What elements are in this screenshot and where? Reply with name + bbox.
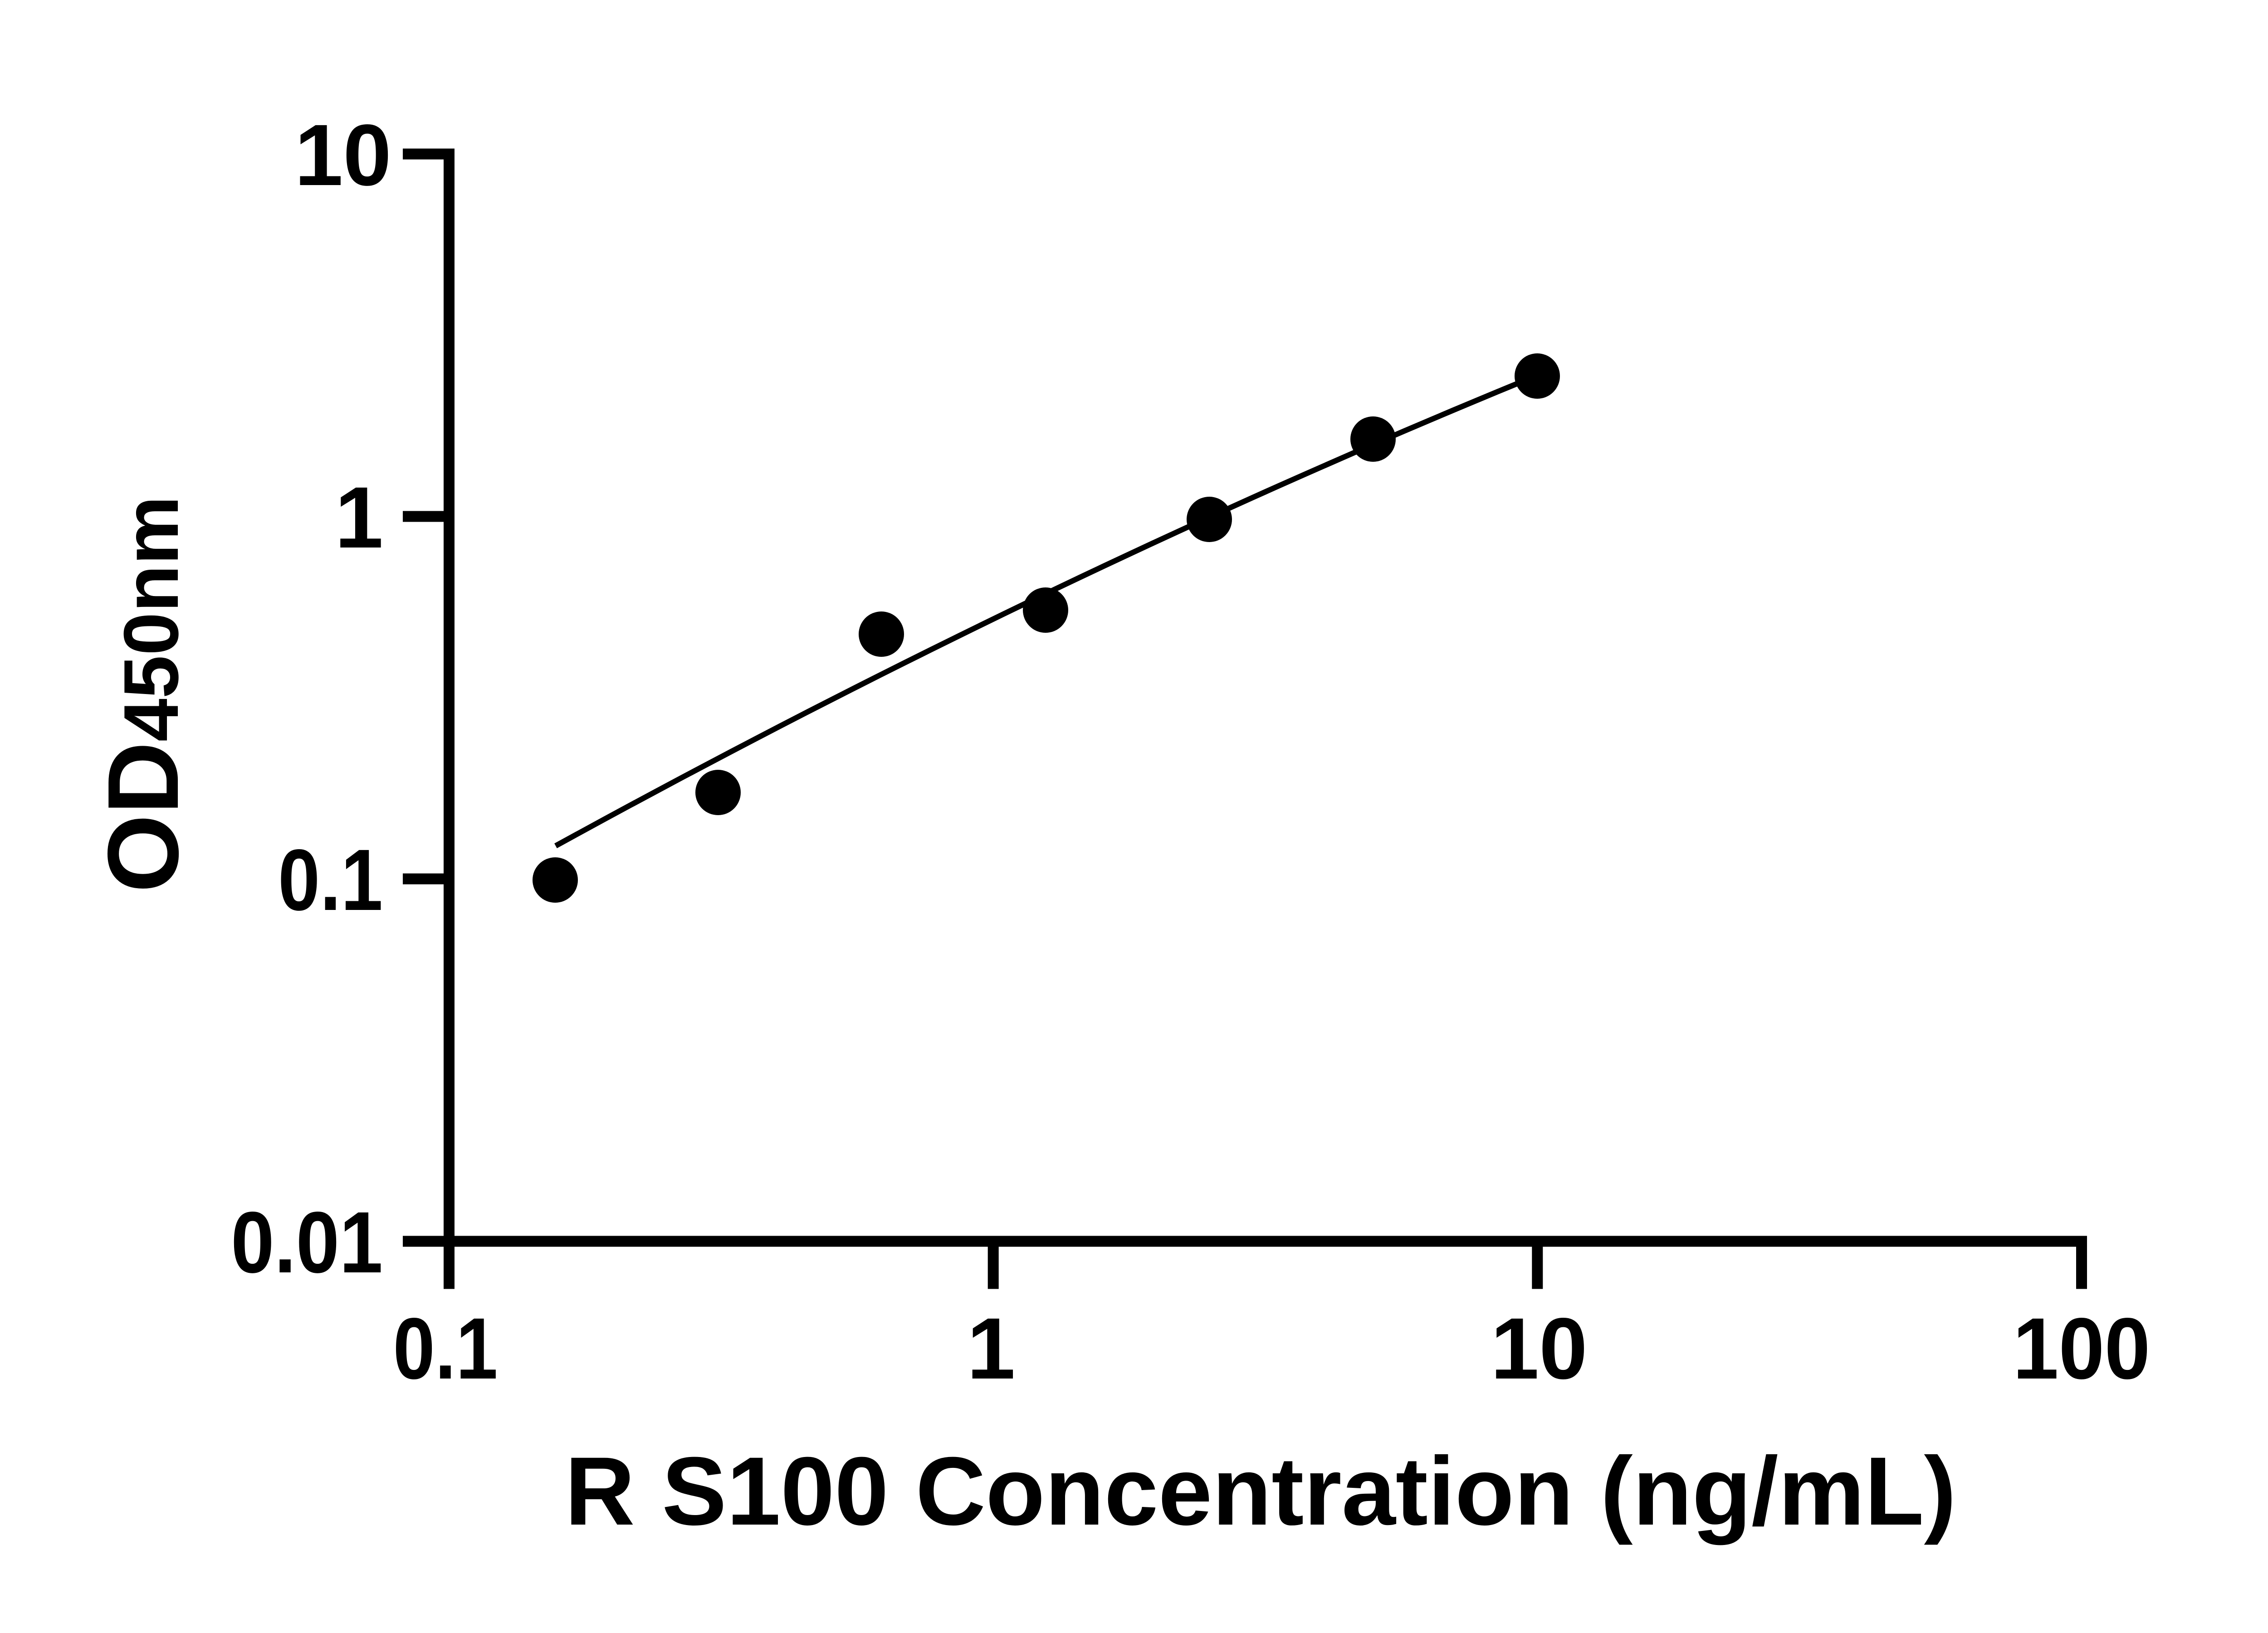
svg-text:100: 100 <box>2013 1300 2151 1397</box>
svg-text:10: 10 <box>1491 1300 1588 1397</box>
svg-text:R S100 Concentration (ng/mL): R S100 Concentration (ng/mL) <box>565 1437 1956 1545</box>
svg-text:1: 1 <box>335 469 383 566</box>
svg-text:OD450nm: OD450nm <box>87 496 200 893</box>
svg-text:0.01: 0.01 <box>231 1193 383 1291</box>
svg-text:0.1: 0.1 <box>393 1300 498 1397</box>
svg-text:10: 10 <box>294 106 391 204</box>
svg-text:1: 1 <box>967 1300 1016 1397</box>
svg-text:0.1: 0.1 <box>278 831 383 929</box>
